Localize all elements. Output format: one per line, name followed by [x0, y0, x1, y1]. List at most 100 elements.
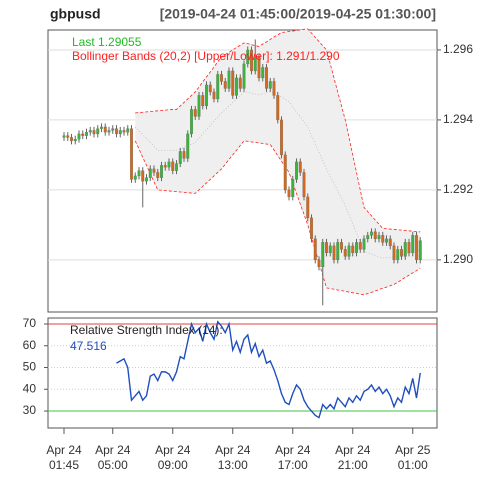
band-lower [134, 140, 421, 296]
candle-body [81, 133, 85, 136]
candle-body [377, 235, 381, 240]
candle-body [238, 77, 242, 89]
candle-body [66, 135, 70, 138]
candle-body [351, 245, 355, 254]
x-tick-label: Apr 24 [155, 443, 191, 457]
x-tick-label: Apr 24 [275, 443, 311, 457]
y-tick-label: 50 [23, 360, 37, 374]
rsi-title: Relative Strength Index (14): [70, 323, 223, 337]
candle-body [287, 189, 291, 198]
candle-body [152, 168, 156, 173]
candle-body [178, 151, 182, 164]
x-tick-label: 21:00 [338, 458, 368, 472]
candle-body [216, 74, 220, 100]
candle-body [156, 172, 160, 178]
chart-title: gbpusd [50, 6, 101, 22]
candle-body [358, 242, 362, 250]
candle-body [396, 249, 400, 261]
candle-body [366, 235, 370, 240]
candle-body [370, 231, 373, 236]
candle-body [208, 84, 212, 93]
y-tick-label: 60 [23, 338, 37, 352]
candle-body [362, 238, 366, 250]
x-tick-label: Apr 24 [95, 443, 131, 457]
y-tick-label: 1.292 [443, 182, 473, 196]
x-tick-label: Apr 24 [46, 443, 82, 457]
y-tick-label: 30 [23, 403, 37, 417]
candle-body [186, 133, 190, 159]
candle-body [111, 128, 115, 131]
candle-body [88, 130, 92, 133]
candle-body [96, 128, 100, 135]
candle-body [115, 128, 118, 135]
candle-body [77, 133, 81, 140]
candle-body [70, 137, 73, 142]
y-tick-label: 40 [23, 381, 37, 395]
candle-body [418, 240, 422, 261]
candle-body [197, 95, 201, 117]
candle-body [257, 56, 261, 79]
candle-body [231, 70, 235, 96]
candle-body [332, 245, 336, 261]
candle-body [253, 56, 257, 72]
x-tick-label: 05:00 [98, 458, 128, 472]
candle-body [73, 139, 77, 142]
x-tick-label: Apr 25 [395, 443, 431, 457]
candle-body [313, 238, 317, 261]
candle-body [347, 245, 351, 257]
x-tick-label: 01:00 [398, 458, 428, 472]
candle-body [385, 238, 388, 243]
candle-body [62, 135, 66, 138]
candle-body [148, 168, 152, 178]
candle-body [171, 161, 175, 171]
candle-body [223, 81, 227, 89]
candle-body [160, 165, 163, 178]
candle-body [235, 77, 238, 96]
candle-body [261, 67, 265, 79]
candle-body [122, 130, 126, 133]
y-tick-label: 1.296 [443, 42, 473, 56]
x-tick-label: 09:00 [158, 458, 188, 472]
candle-body [137, 170, 141, 177]
candle-body [265, 67, 268, 89]
candle-body [130, 128, 133, 180]
candle-body [201, 95, 205, 107]
candle-body [295, 161, 298, 180]
candle-body [141, 170, 145, 182]
candle-body [325, 242, 328, 254]
candle-body [388, 238, 392, 247]
legend-bands: Bollinger Bands (20,2) [Upper/Lower]: 1.… [72, 49, 340, 63]
candle-body [302, 172, 306, 198]
x-tick-label: Apr 24 [215, 443, 251, 457]
candle-body [355, 242, 358, 254]
legend-last: Last 1.29055 [72, 35, 142, 49]
candle-body [340, 242, 343, 250]
candle-body [373, 231, 377, 240]
y-tick-label: 1.294 [443, 112, 473, 126]
candle-body [328, 245, 332, 254]
x-tick-label: 13:00 [218, 458, 248, 472]
candle-body [298, 161, 302, 173]
candle-body [381, 235, 385, 243]
candle-body [205, 84, 208, 107]
candle-body [92, 130, 96, 135]
candle-body [103, 126, 107, 133]
candle-body [272, 81, 276, 96]
candle-body [220, 74, 223, 82]
candle-body [280, 119, 283, 156]
candle-body [310, 217, 313, 240]
candle-body [118, 130, 122, 135]
candle-body [126, 128, 130, 133]
candle-body [133, 175, 137, 180]
candle-body [145, 177, 148, 182]
rsi-line [116, 320, 421, 419]
candle-body [175, 163, 178, 171]
rsi-last-value: 47.516 [70, 339, 107, 353]
candle-body [167, 161, 171, 168]
candle-body [242, 63, 246, 89]
candle-body [415, 235, 418, 261]
candle-body [407, 242, 411, 254]
candle-body [193, 109, 197, 117]
candle-body [246, 49, 250, 65]
